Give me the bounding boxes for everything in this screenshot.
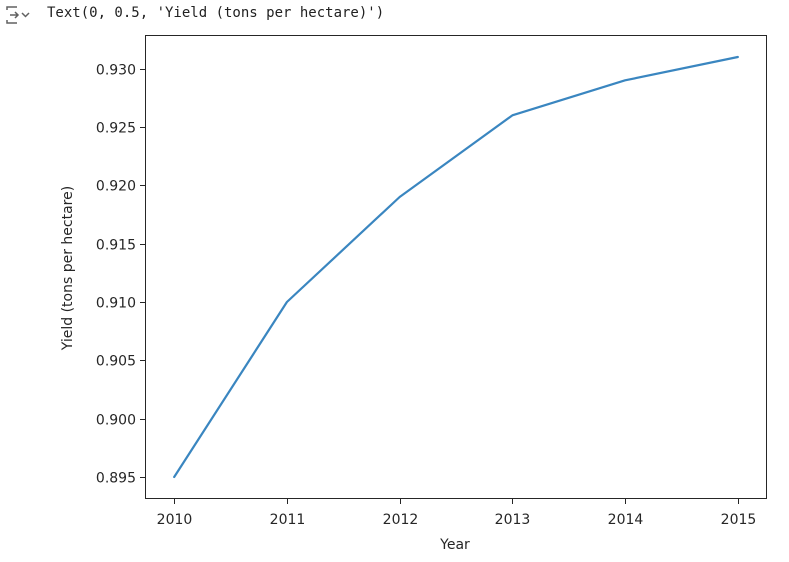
output-collapse-icon[interactable]	[3, 4, 33, 26]
x-tick-label: 2014	[608, 512, 644, 528]
x-axis: 2010 2011 2012 2013 2014 2015	[157, 498, 757, 528]
x-tick-label: 2012	[383, 512, 419, 528]
y-axis: 0.895 0.900 0.905 0.910 0.915 0.920 0.925 0.930	[96, 63, 146, 487]
y-tick-label: 0.920	[96, 179, 136, 195]
x-tick-label: 2011	[270, 512, 306, 528]
x-tick-label: 2015	[721, 512, 757, 528]
y-tick-label: 0.900	[96, 413, 136, 429]
cell-output-text: Text(0, 0.5, 'Yield (tons per hectare)')	[47, 5, 385, 21]
x-tick-label: 2013	[495, 512, 531, 528]
y-tick-label: 0.930	[96, 63, 136, 79]
y-tick-label: 0.910	[96, 296, 136, 312]
series-line-0	[173, 55, 739, 479]
y-tick-label: 0.895	[96, 471, 136, 487]
cell-output-row: Text(0, 0.5, 'Yield (tons per hectare)')	[0, 0, 789, 30]
series-layer	[173, 55, 739, 479]
y-tick-label: 0.915	[96, 238, 136, 254]
y-tick-label: 0.925	[96, 121, 136, 137]
y-tick-label: 0.905	[96, 354, 136, 370]
x-tick-label: 2010	[157, 512, 193, 528]
x-axis-label: Year	[439, 537, 470, 553]
y-axis-label: Yield (tons per hectare)	[60, 186, 76, 351]
plot-area-frame	[145, 35, 767, 499]
